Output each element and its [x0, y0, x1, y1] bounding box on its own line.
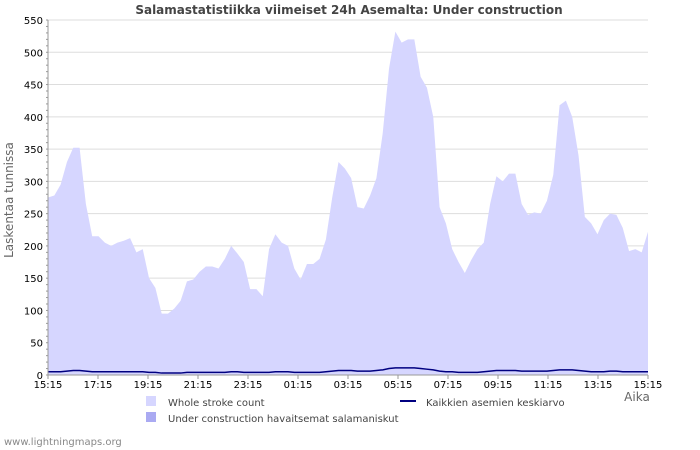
legend-swatch-1 — [146, 396, 156, 406]
x-tick-label: 13:15 — [584, 380, 613, 391]
y-tick-label: 400 — [24, 113, 43, 124]
x-tick-label: 07:15 — [434, 380, 463, 391]
y-tick-label: 150 — [24, 274, 43, 285]
y-tick-label: 450 — [24, 81, 43, 92]
legend-label-3: Kaikkien asemien keskiarvo — [426, 398, 565, 409]
series-area-1 — [48, 31, 648, 376]
x-tick-label: 15:15 — [634, 380, 663, 391]
footer-credit: www.lightningmaps.org — [4, 437, 122, 448]
y-tick-label: 300 — [24, 177, 43, 188]
y-tick-label: 100 — [24, 306, 43, 317]
y-tick-label: 350 — [24, 145, 43, 156]
x-tick-label: 09:15 — [484, 380, 513, 391]
legend-label-2: Under construction havaitsemat salamanis… — [168, 414, 399, 425]
data-areas — [48, 31, 648, 376]
x-tick-label: 11:15 — [534, 380, 563, 391]
x-tick-label: 21:15 — [184, 380, 213, 391]
x-tick-label: 19:15 — [134, 380, 163, 391]
y-tick-label: 50 — [30, 339, 43, 350]
x-axis-label: Aika — [624, 390, 650, 404]
legend: Whole stroke count Under construction hav… — [146, 396, 565, 425]
x-tick-labels: 15:15 17:15 19:15 21:15 23:15 01:15 03:15 05:15… — [34, 380, 663, 391]
chart-title: Salamastatistiikka viimeiset 24h Asemalt… — [135, 3, 562, 17]
y-tick-label: 250 — [24, 210, 43, 221]
axes — [46, 19, 649, 379]
y-tick-labels: 0 50 100 150 200 250 300 350 400 450 500 550 — [24, 16, 43, 382]
x-tick-label: 03:15 — [334, 380, 363, 391]
y-tick-label: 550 — [24, 16, 43, 27]
x-tick-label: 05:15 — [384, 380, 413, 391]
y-tick-label: 200 — [24, 242, 43, 253]
x-tick-label: 17:15 — [84, 380, 113, 391]
legend-label-1: Whole stroke count — [168, 398, 265, 409]
y-axis-label: Laskentaa tunnissa — [2, 142, 16, 258]
data-lines — [48, 367, 648, 374]
x-tick-label: 01:15 — [284, 380, 313, 391]
y-tick-label: 500 — [24, 48, 43, 59]
legend-swatch-2 — [146, 412, 156, 422]
x-tick-label: 15:15 — [34, 380, 63, 391]
y-tick-label: 0 — [37, 371, 43, 382]
series-line-average — [48, 367, 648, 374]
x-tick-label: 23:15 — [234, 380, 263, 391]
